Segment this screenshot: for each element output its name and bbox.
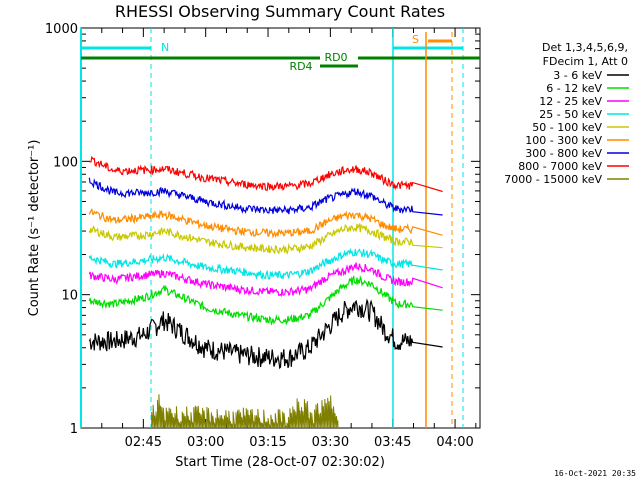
series-line-4 (88, 247, 443, 280)
night-label: N (161, 41, 169, 54)
legend-label: 25 - 50 keV (539, 108, 602, 121)
chart-title: RHESSI Observing Summary Count Rates (115, 2, 445, 21)
legend-label: 3 - 6 keV (553, 69, 602, 82)
x-tick-label: 03:30 (312, 435, 349, 450)
axis-ticks: 1 10 100 1000 02:45 03:00 03:15 03:30 03:45 04:00 (45, 22, 480, 450)
plot-frame (80, 27, 481, 429)
series-line-6 (88, 208, 443, 239)
rd0-label: RD0 (324, 51, 347, 64)
x-tick-label: 03:45 (374, 435, 411, 450)
y-tick-label: 10 (61, 289, 78, 304)
legend-header-line-2: FDecim 1, Att 0 (543, 55, 628, 68)
legend-label: 300 - 800 keV (525, 147, 602, 160)
legend-label: 12 - 25 keV (539, 95, 602, 108)
series-line-1 (88, 298, 443, 370)
legend-label: 800 - 7000 keV (518, 160, 602, 173)
series-line-3 (88, 262, 443, 298)
y-tick-label: 100 (53, 155, 78, 170)
x-tick-label: 03:00 (187, 435, 224, 450)
data-series (88, 155, 443, 430)
series-line-2 (88, 274, 443, 326)
x-tick-label: 03:15 (249, 435, 286, 450)
series-line-5 (88, 222, 443, 255)
legend-label: 7000 - 15000 keV (504, 173, 602, 186)
legend-label: 100 - 300 keV (525, 134, 602, 147)
legend-header-line-1: Det 1,3,4,5,6,9, (542, 41, 628, 54)
y-tick-label: 1 (70, 422, 78, 437)
footer-date: 16-Oct-2021 20:35 (554, 469, 636, 478)
x-tick-label: 04:00 (436, 435, 473, 450)
rd4-label: RD4 (289, 60, 312, 73)
series-line-7 (88, 177, 443, 216)
x-tick-label: 02:45 (125, 435, 162, 450)
x-axis-label: Start Time (28-Oct-07 02:30:02) (175, 455, 385, 470)
instrument-markers: N RD0 RD4 S (80, 28, 480, 428)
y-axis-label: Count Rate (s⁻¹ detector⁻¹) (27, 140, 42, 317)
series-line-8 (89, 155, 443, 193)
y-tick-label: 1000 (45, 22, 78, 37)
series-line-9 (151, 394, 339, 430)
flare-label: S (412, 33, 419, 46)
legend-label: 50 - 100 keV (532, 121, 602, 134)
legend-label: 6 - 12 keV (546, 82, 602, 95)
